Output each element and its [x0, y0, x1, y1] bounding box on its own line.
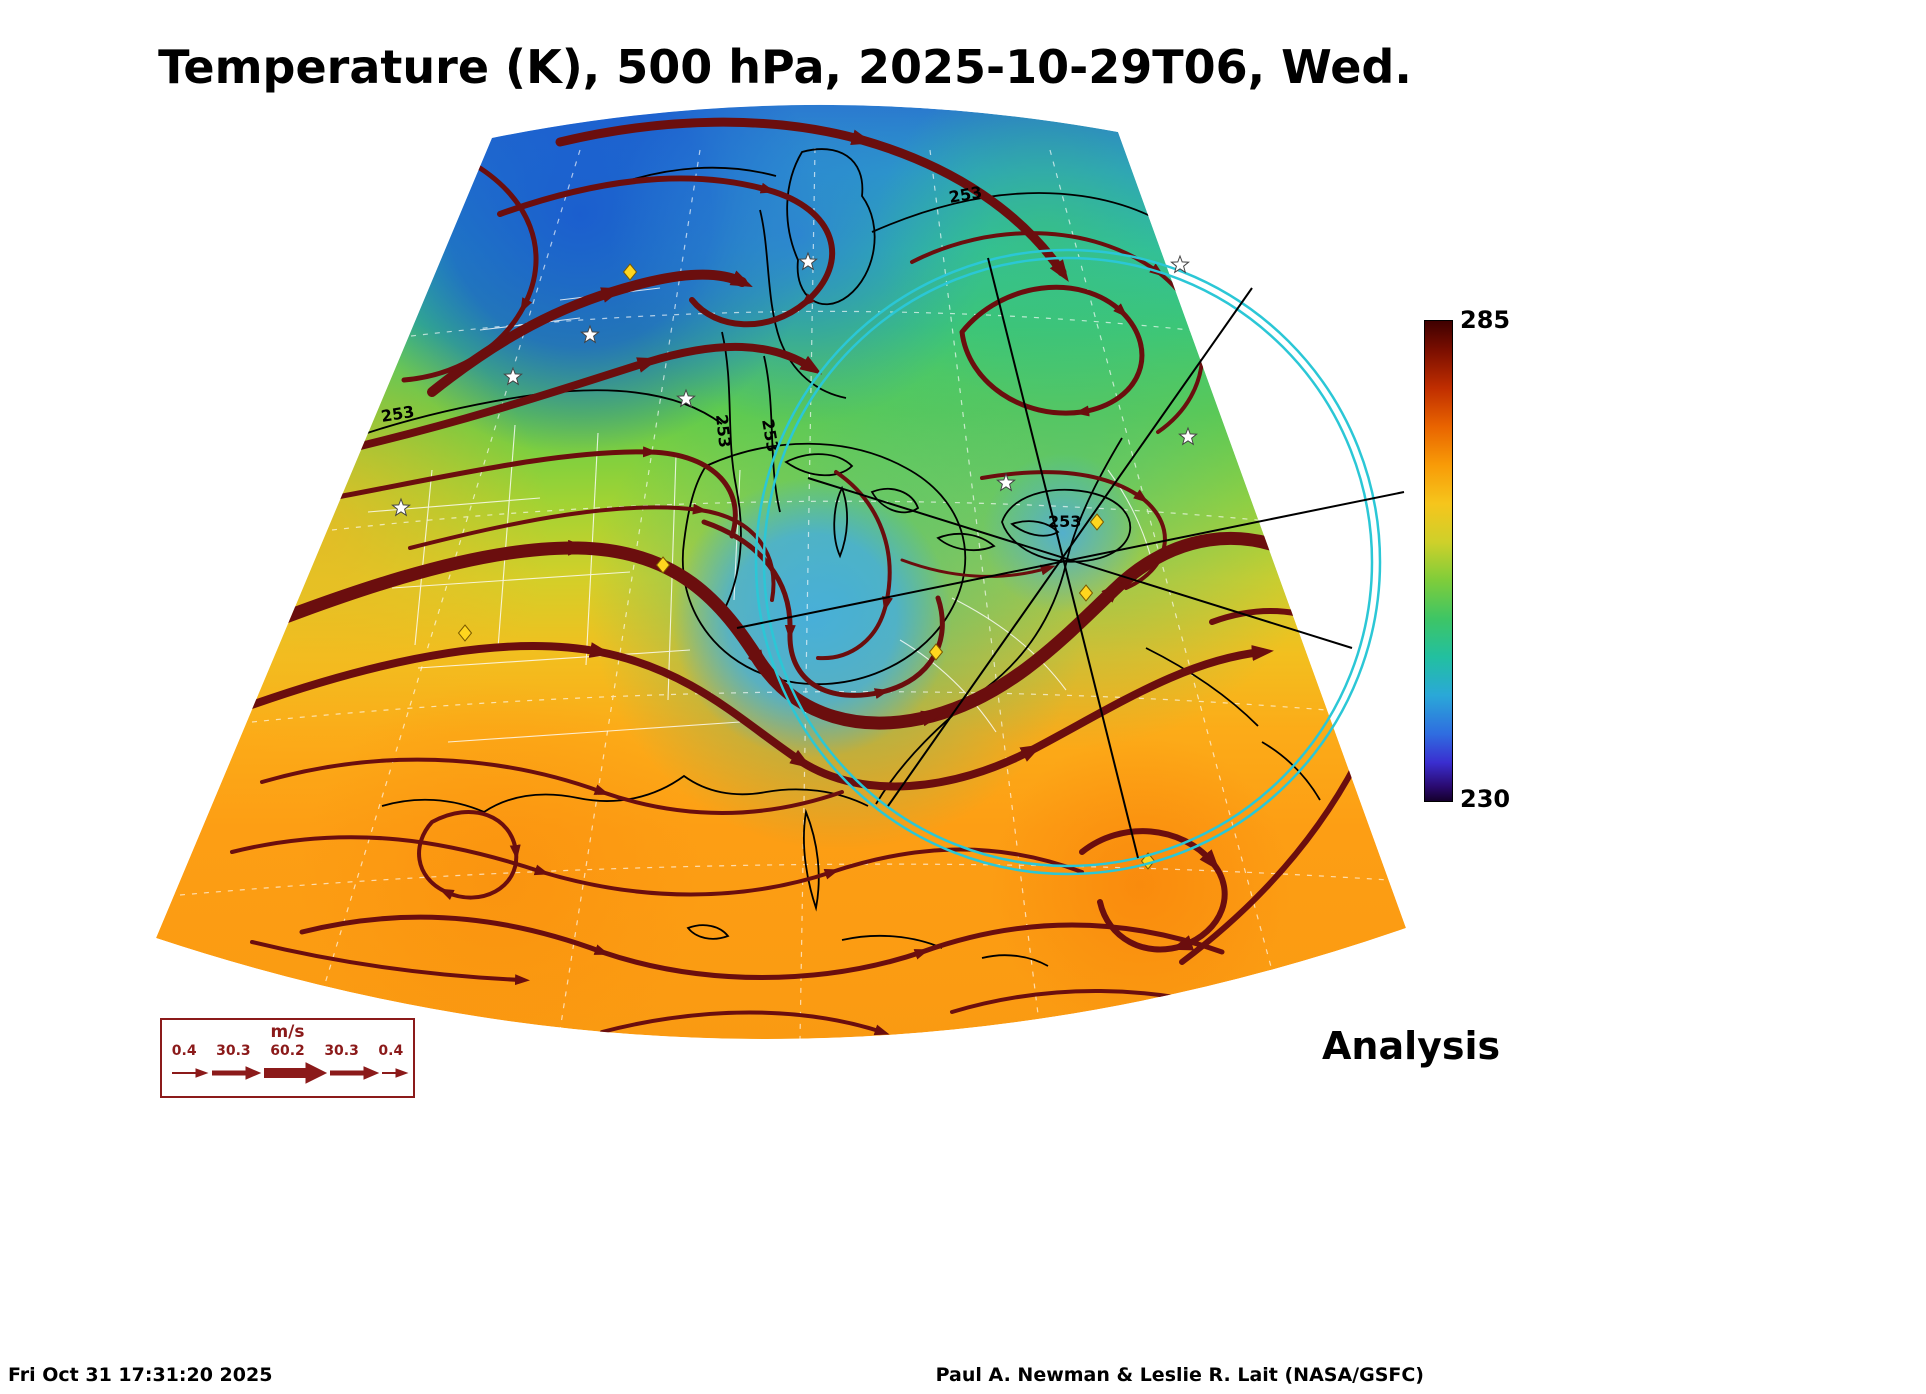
wind-legend-tick: 0.4	[171, 1043, 197, 1059]
wind-legend-arrow-scale	[172, 1062, 409, 1084]
wind-speed-legend: m/s 0.4 30.3 60.2 30.3 0.4	[160, 1018, 415, 1098]
crosshair-line	[807, 477, 1353, 649]
credit-label: Paul A. Newman & Leslie R. Lait (NASA/GS…	[935, 1364, 1424, 1386]
temperature-colorbar	[1424, 320, 1453, 802]
wind-legend-tick: 30.3	[324, 1043, 359, 1059]
wind-legend-tick: 30.3	[216, 1043, 251, 1059]
crosshair-line	[887, 287, 1253, 807]
range-ring-inner-circle	[762, 256, 1374, 868]
wind-legend-units-label: m/s	[270, 1022, 305, 1042]
contour-label: 253	[380, 402, 416, 426]
wind-legend-tick-row: 0.4 30.3 60.2 30.3 0.4	[162, 1043, 413, 1059]
streamlines-layer	[189, 117, 1374, 1036]
map-area: 253 253 253 253 253	[156, 104, 1406, 1040]
analysis-label: Analysis	[1322, 1024, 1501, 1068]
timestamp-label: Fri Oct 31 17:31:20 2025	[8, 1364, 273, 1386]
range-ring-overlay	[736, 248, 1405, 876]
wind-legend-tick: 0.4	[378, 1043, 404, 1059]
map-title: Temperature (K), 500 hPa, 2025-10-29T06,…	[158, 40, 1412, 94]
crosshair-lines	[736, 257, 1405, 859]
range-ring-outer-circle	[754, 248, 1382, 876]
colorbar-min-label: 230	[1460, 785, 1511, 813]
wind-legend-tick: 60.2	[270, 1043, 305, 1059]
colorbar-max-label: 285	[1460, 306, 1511, 334]
contour-label: 253	[712, 413, 734, 448]
contour-label: 253	[1048, 512, 1081, 531]
